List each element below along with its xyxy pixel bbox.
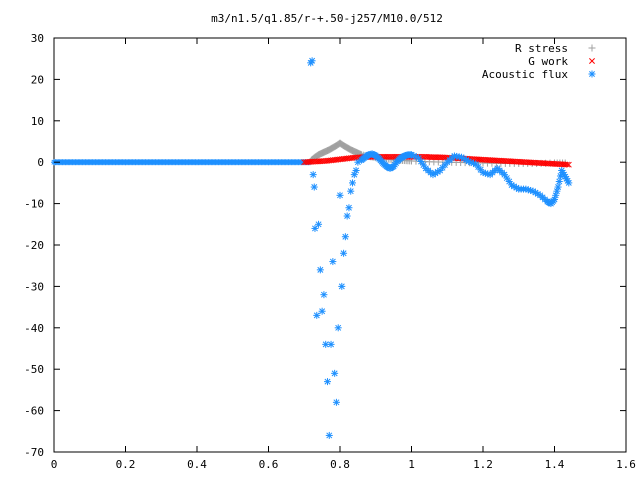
y-tick-label: -70 [24,446,44,459]
series-point [564,161,570,168]
series-point [309,171,317,179]
y-tick-label: -50 [24,363,44,376]
x-tick-label: 1.4 [545,458,565,471]
y-tick-label: -20 [24,239,44,252]
series-point [565,161,572,168]
x-tick-label: 0.8 [330,458,350,471]
series-point [332,398,340,406]
series-point [334,324,342,332]
series-point [316,266,324,274]
series-point [310,183,318,191]
series-point [340,249,348,257]
series-point [352,166,360,174]
series-point [338,282,346,290]
series-point [329,258,337,266]
y-tick-label: 0 [37,156,44,169]
series-acoustic-flux [307,57,573,439]
y-tick-label: -60 [24,405,44,418]
y-tick-label: -30 [24,280,44,293]
series-point [555,178,563,186]
y-tick-label: 30 [31,32,44,45]
series-point [349,179,357,187]
series-point [505,178,513,186]
x-tick-label: 0.6 [259,458,279,471]
y-tick-label: -10 [24,198,44,211]
x-tick-label: 0.4 [187,458,207,471]
x-tick-label: 1 [408,458,415,471]
y-tick-label: -40 [24,322,44,335]
series-point [315,220,323,228]
legend-label: Acoustic flux [482,68,568,81]
series-point [308,57,316,65]
legend-marker [588,44,596,52]
series-point [345,204,353,212]
series-point [336,191,344,199]
legend-label: G work [528,55,568,68]
y-axis: 30 20 10 0 -10 -20 -30 -40 -50 -60 -70 [24,32,626,459]
x-tick-label: 0 [51,458,58,471]
y-tick-label: 10 [31,115,44,128]
series-point [347,187,355,195]
series-point [322,340,330,348]
series-point [320,291,328,299]
series-point [415,154,423,162]
legend-marker [589,58,595,64]
series-point [325,431,333,439]
series-point [554,183,562,191]
plot-frame [53,37,627,453]
legend-label: R stress [515,42,568,55]
x-axis: 0 0.2 0.4 0.6 0.8 1 1.2 1.4 1.6 [51,38,636,471]
chart-title: m3/n1.5/q1.85/r-+.50-j257/M10.0/512 [211,12,443,25]
series-point [318,307,326,315]
series-point [331,369,339,377]
series-point [341,233,349,241]
acoustic-flux-baseline [51,159,313,166]
series-point [327,340,335,348]
series-point [313,311,321,319]
legend-marker [588,70,596,78]
series-point [323,378,331,386]
x-tick-label: 0.2 [116,458,136,471]
x-tick-label: 1.6 [616,458,636,471]
series-point [343,212,351,220]
x-tick-label: 1.2 [473,458,493,471]
series-point [469,159,477,167]
y-tick-label: 20 [31,73,44,86]
series-point [565,179,573,187]
series-g-work [301,153,572,168]
plot-area [51,57,573,439]
